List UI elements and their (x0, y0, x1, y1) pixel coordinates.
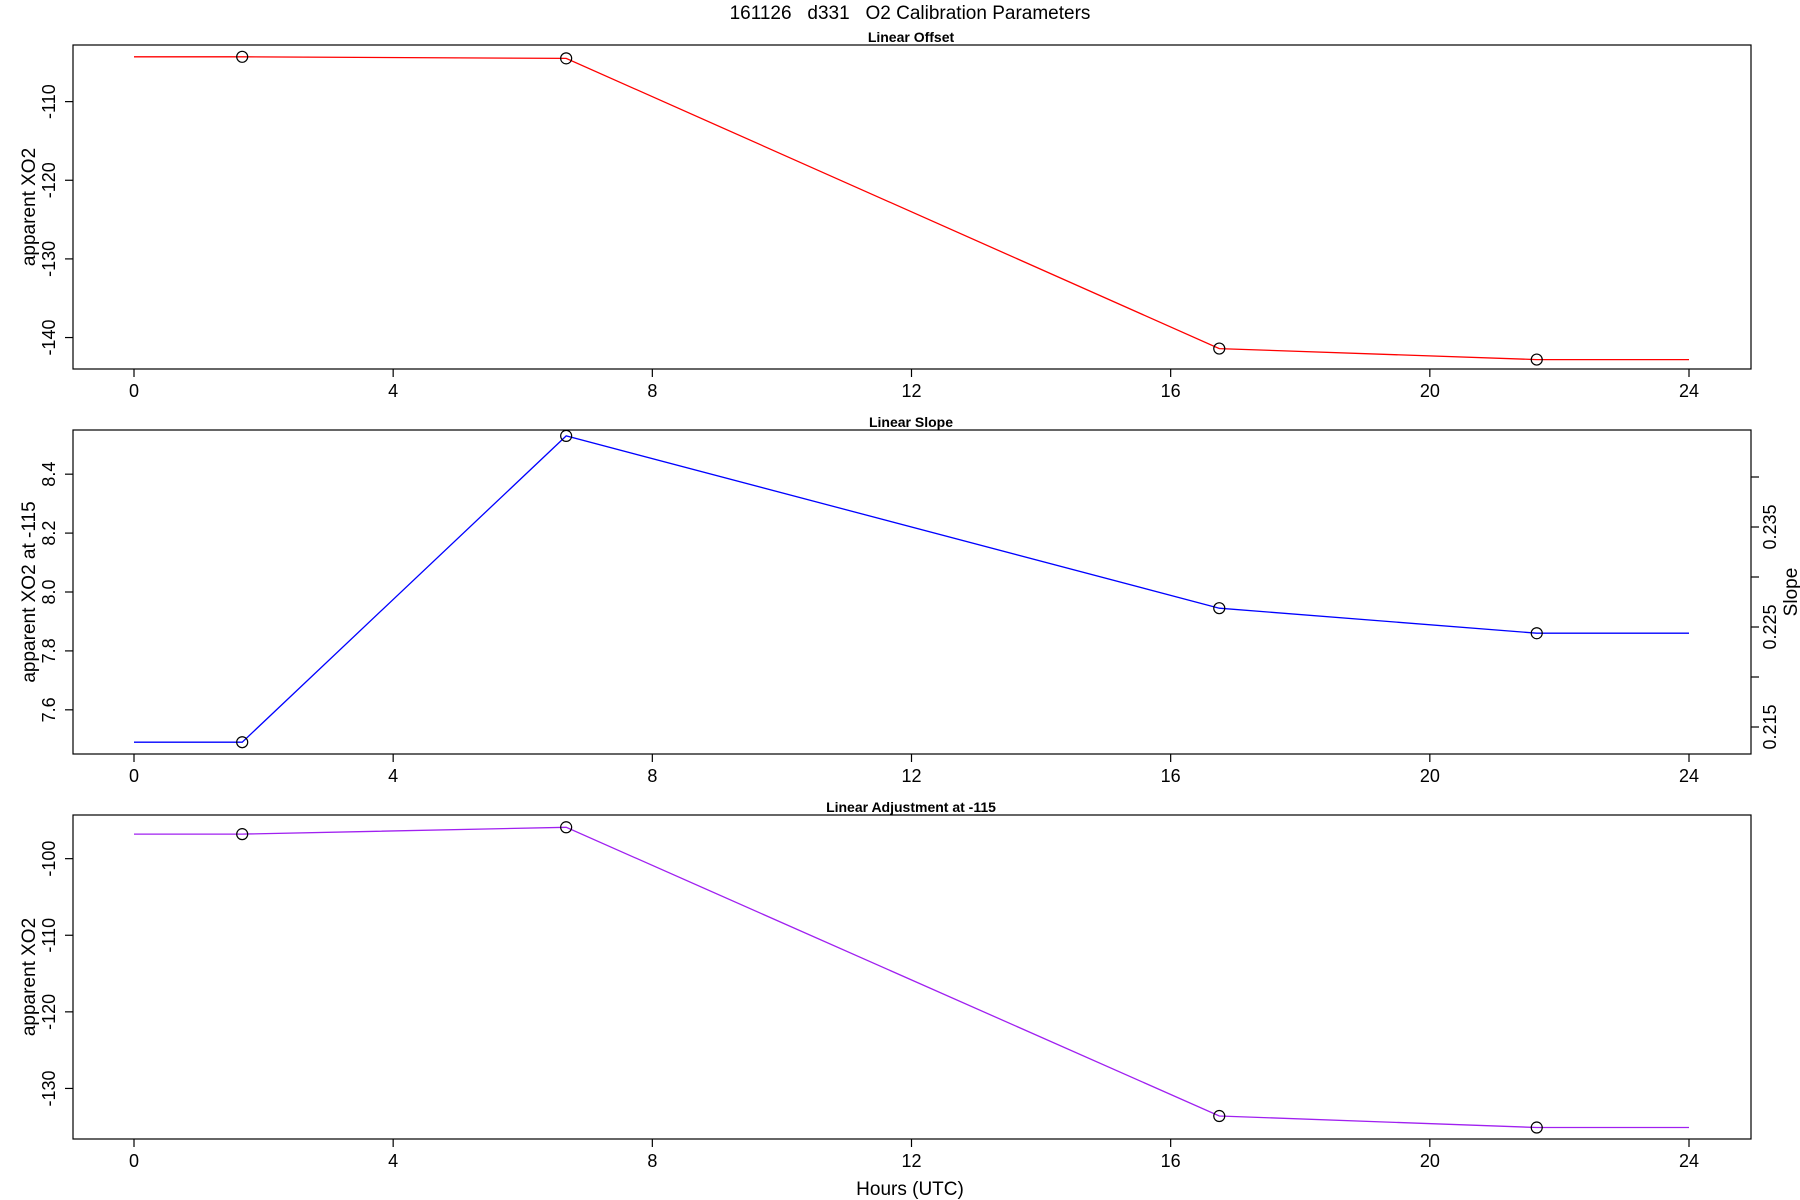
adjustment-y-tick-label: -110 (39, 918, 59, 953)
adjustment-y-tick-label: -100 (39, 841, 59, 877)
linear-adjustment-panel: Linear Adjustment at -115 0 4 8 12 16 20 24 -100… (19, 799, 1752, 1171)
offset-data-point (236, 50, 249, 63)
offset-plot-frame (72, 44, 1752, 370)
adjustment-data-point (560, 821, 573, 834)
offset-x-tick-label: 8 (647, 381, 657, 401)
adjustment-data-point (1213, 1109, 1226, 1123)
offset-y-tick-label: -130 (39, 241, 59, 277)
offset-y-tick-label: -140 (39, 320, 59, 356)
slope-y-tick-label: 8.0 (39, 579, 59, 604)
x-axis-title: Hours (UTC) (856, 1179, 964, 1200)
slope-x-tick-label: 0 (129, 766, 139, 786)
slope-right-y-tick-label: 0.215 (1760, 704, 1780, 749)
adjustment-x-tick-label: 16 (1161, 1151, 1181, 1171)
slope-plot-frame (72, 429, 1752, 755)
adjustment-data-point (1530, 1121, 1543, 1134)
adjustment-panel-title: Linear Adjustment at -115 (826, 799, 996, 815)
slope-x-tick-label: 4 (388, 766, 398, 786)
adjustment-x-tick-label: 4 (388, 1151, 398, 1171)
offset-x-tick-label: 24 (1679, 381, 1699, 401)
adjustment-plot-frame (72, 814, 1752, 1140)
offset-panel-title: Linear Offset (868, 29, 955, 45)
offset-x-tick-label: 12 (901, 381, 921, 401)
linear-offset-panel: Linear Offset 0 4 8 12 16 20 24 -110 -120 -130 -140… (19, 29, 1752, 401)
adjustment-x-tick-label: 8 (647, 1151, 657, 1171)
offset-y-tick-label: -110 (39, 84, 59, 119)
slope-right-y-tick-label: 0.225 (1760, 604, 1780, 649)
adjustment-y-axis-title: apparent XO2 (19, 918, 40, 1036)
slope-x-tick-label: 24 (1679, 766, 1699, 786)
slope-right-y-axis-title: Slope (1781, 568, 1800, 617)
offset-x-tick-label: 0 (129, 381, 139, 401)
linear-slope-panel: Linear Slope 0 4 8 12 16 20 24 7.6 7.8 8.0 8.2 8.4 ap… (19, 414, 1800, 786)
adjustment-x-tick-label: 12 (901, 1151, 921, 1171)
slope-y-tick-label: 7.6 (39, 697, 59, 722)
slope-x-tick-label: 16 (1161, 766, 1181, 786)
slope-x-tick-label: 8 (647, 766, 657, 786)
slope-panel-title: Linear Slope (869, 414, 953, 430)
slope-data-point (236, 736, 249, 749)
slope-right-y-tick-label: 0.235 (1760, 504, 1780, 549)
offset-data-point (560, 52, 573, 65)
main-title: 161126 d331 O2 Calibration Parameters (730, 3, 1091, 24)
adjustment-y-tick-label: -120 (39, 994, 59, 1030)
slope-x-tick-label: 12 (901, 766, 921, 786)
slope-series-line (134, 435, 1689, 743)
slope-x-tick-label: 20 (1420, 766, 1440, 786)
adjustment-x-tick-label: 0 (129, 1151, 139, 1171)
slope-data-point (1213, 602, 1226, 615)
offset-series-line (134, 56, 1689, 361)
offset-data-point (1213, 342, 1226, 355)
adjustment-x-tick-label: 24 (1679, 1151, 1699, 1171)
offset-x-tick-label: 16 (1161, 381, 1181, 401)
offset-y-tick-label: -120 (39, 162, 59, 198)
adjustment-series-line (134, 826, 1689, 1129)
offset-data-point (1530, 353, 1543, 366)
slope-y-axis-title: apparent XO2 at -115 (19, 501, 40, 682)
slope-y-tick-label: 8.4 (39, 462, 59, 487)
slope-y-tick-label: 8.2 (39, 521, 59, 546)
offset-x-tick-label: 20 (1420, 381, 1440, 401)
slope-y-tick-label: 7.8 (39, 638, 59, 663)
slope-data-point (1530, 627, 1543, 640)
adjustment-y-tick-label: -130 (39, 1070, 59, 1106)
offset-y-axis-title: apparent XO2 (19, 148, 40, 266)
offset-x-tick-label: 4 (388, 381, 398, 401)
adjustment-data-point (236, 828, 249, 841)
adjustment-x-tick-label: 20 (1420, 1151, 1440, 1171)
slope-data-point (560, 429, 573, 442)
